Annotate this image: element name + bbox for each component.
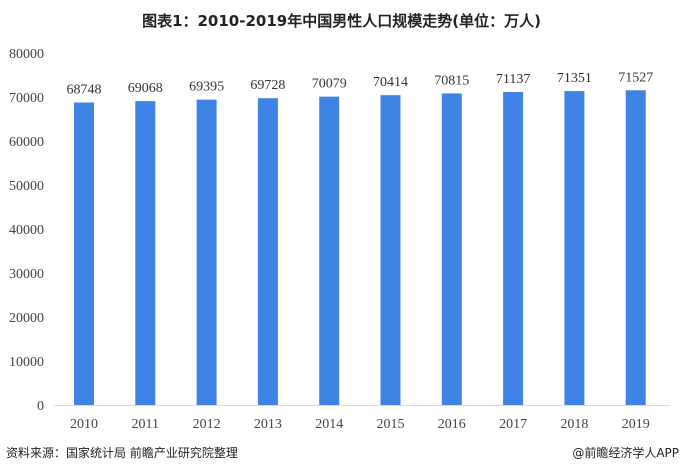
x-tick-label: 2012 xyxy=(193,417,221,432)
y-tick-label: 10000 xyxy=(9,355,44,370)
y-tick-label: 60000 xyxy=(9,135,44,150)
data-label: 70079 xyxy=(312,77,347,92)
x-tick-label: 2016 xyxy=(438,417,466,432)
source-note: 资料来源：国家统计局 前瞻产业研究院整理 xyxy=(6,446,238,460)
bar-2013 xyxy=(257,98,278,405)
x-tick-label: 2019 xyxy=(622,417,650,432)
chart-title: 图表1：2010-2019年中国男性人口规模走势(单位：万人) xyxy=(142,12,541,30)
data-label: 68748 xyxy=(67,83,102,98)
y-tick-label: 20000 xyxy=(9,311,44,326)
x-tick-label: 2018 xyxy=(560,417,588,432)
data-label: 71351 xyxy=(557,71,592,86)
data-label: 69068 xyxy=(128,81,163,96)
credit-note: @前瞻经济学人APP xyxy=(572,446,679,460)
x-tick-label: 2011 xyxy=(132,417,159,432)
data-label: 71137 xyxy=(496,72,530,87)
bar-2015 xyxy=(380,95,401,405)
x-tick-label: 2014 xyxy=(315,417,343,432)
y-tick-label: 30000 xyxy=(9,267,44,282)
y-tick-label: 70000 xyxy=(9,91,44,106)
x-tick-label: 2013 xyxy=(254,417,282,432)
bar-2010 xyxy=(74,102,94,406)
data-label: 69728 xyxy=(250,78,285,93)
x-tick-label: 2010 xyxy=(70,417,98,432)
bar-2016 xyxy=(441,93,462,405)
y-tick-label: 80000 xyxy=(9,47,44,62)
x-tick-label: 2017 xyxy=(499,417,527,432)
data-label: 69395 xyxy=(189,80,224,95)
data-label: 70815 xyxy=(434,73,469,88)
bar-2012 xyxy=(196,99,217,406)
y-tick-label: 50000 xyxy=(9,179,44,194)
bar-2018 xyxy=(564,91,585,405)
data-label: 70414 xyxy=(373,75,408,90)
bar-2011 xyxy=(135,101,156,405)
bar-2019 xyxy=(625,90,646,406)
data-label: 71527 xyxy=(618,70,653,85)
bar-2017 xyxy=(503,91,524,406)
bar-2014 xyxy=(319,96,340,405)
y-tick-label: 0 xyxy=(37,399,44,414)
x-tick-label: 2015 xyxy=(377,417,405,432)
y-tick-label: 40000 xyxy=(9,223,44,238)
